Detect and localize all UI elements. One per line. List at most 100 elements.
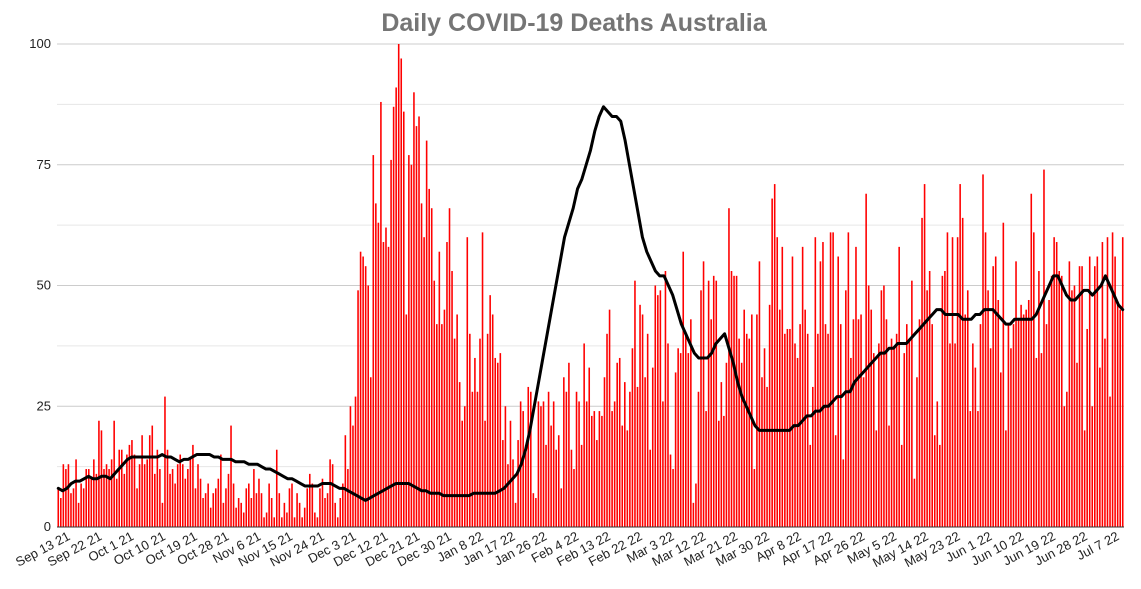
daily-deaths-bar — [67, 464, 70, 527]
daily-deaths-bar — [931, 324, 933, 527]
daily-deaths-bar — [822, 242, 824, 527]
daily-deaths-bar — [761, 377, 763, 527]
chart-title: Daily COVID-19 Deaths Australia — [381, 9, 767, 37]
daily-deaths-bar — [380, 101, 382, 528]
daily-deaths-bar — [154, 473, 156, 527]
daily-deaths-bar — [583, 343, 585, 527]
daily-deaths-bar — [357, 290, 359, 527]
daily-deaths-bar — [1088, 256, 1091, 527]
daily-deaths-bar — [390, 159, 392, 528]
y-tick-label: 0 — [44, 519, 51, 534]
daily-deaths-bar — [1076, 362, 1078, 527]
daily-deaths-bar — [611, 411, 613, 527]
daily-deaths-bar — [758, 261, 761, 527]
daily-deaths-bar — [906, 324, 908, 527]
daily-deaths-bar — [547, 391, 550, 527]
daily-deaths-bar — [667, 343, 669, 527]
daily-deaths-bar — [70, 493, 72, 527]
daily-deaths-bar — [161, 502, 164, 527]
daily-deaths-bar — [189, 459, 192, 527]
daily-deaths-bar — [100, 430, 103, 527]
daily-deaths-bar — [918, 319, 921, 527]
daily-deaths-bar — [1116, 304, 1119, 527]
daily-deaths-bar — [634, 280, 636, 527]
daily-deaths-bar — [1121, 237, 1124, 527]
daily-deaths-bar — [415, 126, 418, 528]
daily-deaths-bar — [616, 362, 618, 527]
daily-deaths-bar — [1005, 430, 1007, 527]
daily-deaths-bar — [255, 493, 258, 527]
daily-deaths-bar — [159, 469, 161, 527]
daily-deaths-bar — [397, 44, 400, 527]
daily-deaths-bar — [204, 493, 207, 527]
daily-deaths-bar — [522, 411, 524, 527]
daily-deaths-bar — [342, 483, 344, 527]
daily-deaths-bar — [659, 290, 662, 527]
daily-deaths-bar — [151, 425, 154, 527]
daily-deaths-bar — [563, 377, 565, 527]
daily-deaths-bar — [626, 430, 629, 527]
daily-deaths-bar — [646, 333, 649, 527]
daily-deaths-bar — [677, 348, 679, 527]
daily-deaths-bar — [1111, 232, 1114, 527]
daily-deaths-bar — [809, 444, 812, 527]
daily-deaths-bar — [349, 406, 352, 527]
daily-deaths-bar — [682, 251, 685, 527]
daily-deaths-bar — [618, 357, 621, 527]
daily-deaths-bar — [329, 459, 331, 527]
daily-deaths-bar — [649, 449, 651, 527]
daily-deaths-bar — [237, 498, 240, 527]
daily-deaths-bar — [420, 203, 423, 527]
daily-deaths-bar — [532, 493, 535, 527]
daily-deaths-bar — [123, 473, 126, 527]
daily-deaths-bar — [108, 469, 110, 527]
daily-deaths-bar — [164, 396, 166, 527]
daily-deaths-bar — [791, 256, 794, 527]
daily-deaths-bar — [895, 333, 898, 527]
daily-deaths-bar — [72, 488, 75, 527]
daily-deaths-bar — [458, 382, 461, 527]
daily-deaths-bar — [489, 295, 491, 527]
daily-deaths-bar — [748, 338, 751, 527]
daily-deaths-bar — [768, 304, 771, 527]
daily-deaths-bar — [972, 343, 974, 527]
daily-deaths-bar — [763, 348, 766, 527]
daily-deaths-bar — [730, 271, 733, 527]
daily-deaths-bar — [65, 469, 67, 527]
daily-deaths-bar — [311, 483, 314, 527]
daily-deaths-bar — [220, 454, 222, 527]
daily-deaths-bar — [1048, 299, 1050, 527]
daily-deaths-bar — [817, 333, 819, 527]
daily-deaths-bar — [461, 420, 463, 527]
daily-deaths-bar — [438, 251, 441, 527]
daily-deaths-bar — [128, 444, 131, 527]
daily-deaths-bar — [1022, 314, 1025, 527]
daily-deaths-bar — [745, 333, 748, 527]
daily-deaths-bar — [847, 232, 850, 527]
daily-deaths-bar — [207, 483, 209, 527]
daily-deaths-bar — [138, 464, 141, 527]
daily-deaths-bar — [690, 319, 692, 527]
daily-deaths-bar — [839, 324, 842, 527]
daily-deaths-bar — [725, 362, 728, 527]
daily-deaths-bar — [1043, 169, 1045, 527]
daily-deaths-bar — [143, 464, 146, 527]
daily-deaths-bar — [278, 493, 281, 527]
daily-deaths-bar — [735, 275, 738, 527]
daily-deaths-bar — [557, 435, 560, 527]
daily-deaths-bar — [395, 87, 397, 527]
daily-deaths-bar — [644, 377, 646, 527]
daily-deaths-bar — [606, 333, 608, 527]
daily-deaths-bar — [631, 348, 634, 527]
daily-deaths-bar — [728, 208, 730, 527]
daily-deaths-bar — [428, 188, 430, 527]
daily-deaths-bar — [474, 357, 476, 527]
daily-deaths-bar — [872, 353, 875, 527]
daily-deaths-bar — [331, 464, 334, 527]
daily-deaths-bar — [57, 488, 60, 527]
daily-deaths-bar — [499, 353, 502, 527]
daily-deaths-bar — [679, 353, 682, 527]
daily-deaths-bar — [753, 469, 756, 527]
daily-deaths-bar — [1083, 430, 1086, 527]
daily-deaths-bar — [672, 469, 674, 527]
